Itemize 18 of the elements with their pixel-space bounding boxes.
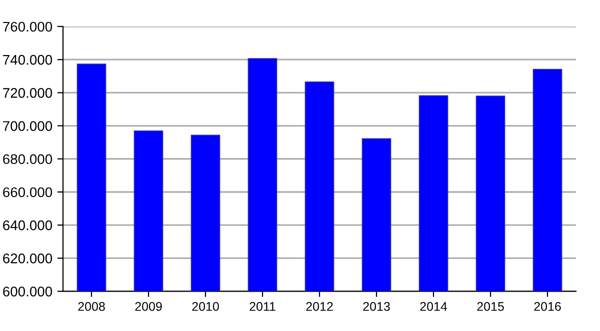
x-tick-label: 2016	[534, 302, 561, 311]
x-tick-label: 2009	[135, 302, 162, 311]
y-tick-label: 700.000	[3, 121, 52, 131]
y-tick-label: 600.000	[3, 286, 52, 296]
x-tick-label: 2012	[306, 302, 333, 311]
x-tick-label: 2013	[363, 302, 390, 311]
y-tick-label: 720.000	[3, 88, 52, 98]
y-tick-label: 760.000	[3, 22, 52, 32]
x-tick-label: 2010	[192, 302, 219, 311]
x-tick-label: 2011	[250, 302, 276, 311]
x-tick-label: 2015	[477, 302, 504, 311]
x-tick-label: 2008	[78, 302, 105, 311]
y-tick-label: 620.000	[3, 254, 52, 264]
y-tick-label: 680.000	[3, 154, 52, 164]
y-tick-label: 640.000	[3, 220, 52, 230]
y-tick-label: 740.000	[3, 54, 52, 65]
x-tick-label: 2014	[420, 302, 448, 311]
y-tick-label: 660.000	[3, 187, 52, 198]
